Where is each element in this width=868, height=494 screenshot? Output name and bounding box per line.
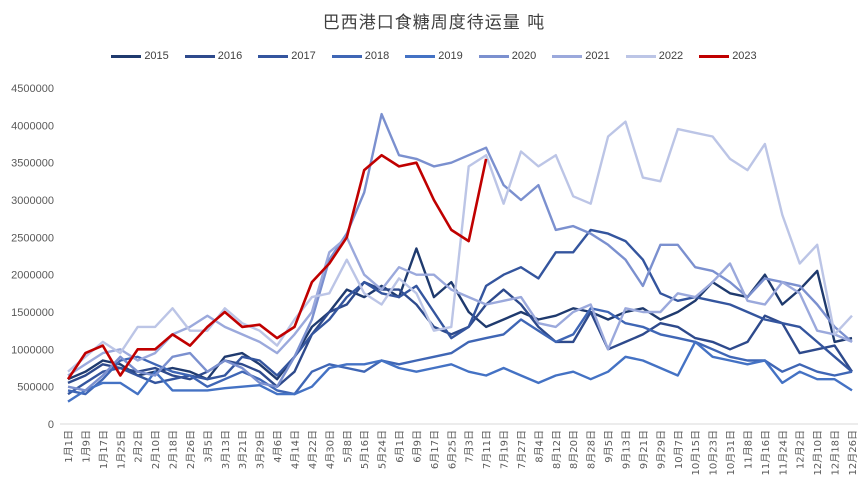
x-tick-label: 12月2日 <box>795 430 807 469</box>
x-tick-label: 2月2日 <box>133 430 145 463</box>
y-tick-label: 0 <box>48 419 54 431</box>
x-tick-label: 2月18日 <box>168 430 180 469</box>
x-tick-label: 6月1日 <box>394 430 406 463</box>
x-tick-label: 10月7日 <box>673 430 685 469</box>
legend-label: 2022 <box>658 50 684 62</box>
x-tick-label: 11月16日 <box>760 430 772 475</box>
series-line-2021 <box>67 236 853 377</box>
legend-swatch <box>478 54 509 58</box>
y-tick-label: 3500000 <box>11 158 54 170</box>
x-tick-label: 9月5日 <box>603 430 615 463</box>
legend-swatch <box>405 54 436 58</box>
x-tick-label: 8月28日 <box>586 430 598 469</box>
series-line-2023 <box>66 153 488 380</box>
x-tick-label: 4月30日 <box>324 430 336 469</box>
legend-label: 2015 <box>144 50 169 62</box>
x-tick-label: 2月10日 <box>150 430 162 469</box>
y-tick-label: 1000000 <box>11 344 54 356</box>
x-tick-label: 5月16日 <box>359 430 371 469</box>
x-tick-label: 2月26日 <box>185 430 197 469</box>
legend: 2015 2016 2017 2018 2019 2020 2021 2022 2023 <box>0 50 868 62</box>
legend-item-2017: 2017 <box>258 50 316 62</box>
x-tick-label: 4月22日 <box>307 430 319 469</box>
legend-item-2021: 2021 <box>552 50 610 62</box>
y-tick-label: 4500000 <box>11 83 54 95</box>
x-tick-label: 10月23日 <box>708 430 720 475</box>
x-tick-label: 9月21日 <box>638 430 650 469</box>
x-tick-label: 11月24日 <box>777 430 789 475</box>
legend-item-2023: 2023 <box>699 50 757 62</box>
y-tick-label: 3000000 <box>11 195 54 207</box>
legend-label: 2021 <box>585 50 610 62</box>
x-tick-label: 7月27日 <box>516 430 528 469</box>
legend-swatch <box>111 54 142 58</box>
legend-label: 2019 <box>438 50 463 62</box>
legend-label: 2017 <box>291 50 316 62</box>
legend-item-2022: 2022 <box>625 50 684 62</box>
x-tick-label: 8月20日 <box>568 430 580 469</box>
legend-swatch <box>331 54 362 58</box>
x-tick-label: 6月25日 <box>446 430 458 469</box>
x-tick-label: 3月29日 <box>255 430 267 469</box>
series-line-2017 <box>67 228 853 396</box>
x-tick-label: 7月19日 <box>499 430 511 469</box>
x-tick-label: 7月11日 <box>481 430 493 469</box>
legend-swatch <box>625 54 656 58</box>
series-line-2019 <box>67 340 853 403</box>
legend-label: 2016 <box>217 50 243 62</box>
legend-swatch <box>184 54 215 58</box>
x-tick-label: 11月8日 <box>742 430 754 469</box>
series-line-2016 <box>67 280 853 388</box>
x-tick-label: 5月8日 <box>342 430 354 463</box>
x-tick-label: 10月15日 <box>690 430 702 475</box>
x-tick-label: 1月25日 <box>115 430 127 469</box>
y-tick-label: 500000 <box>17 382 54 394</box>
x-tick-label: 12月10日 <box>812 430 824 475</box>
x-tick-label: 1月17日 <box>98 430 110 469</box>
x-tick-label: 10月31日 <box>725 430 737 475</box>
x-tick-label: 6月9日 <box>411 430 423 463</box>
x-tick-label: 8月12日 <box>551 430 563 469</box>
x-tick-label: 4月14日 <box>289 430 301 469</box>
x-tick-label: 3月13日 <box>220 430 232 469</box>
y-tick-label: 4000000 <box>11 120 54 132</box>
series-line-2018 <box>67 307 853 396</box>
series-line-2022 <box>67 120 853 373</box>
series-line-2020 <box>67 112 853 392</box>
legend-label: 2018 <box>364 50 390 62</box>
x-tick-label: 3月5日 <box>202 430 214 463</box>
x-tick-label: 4月6日 <box>272 430 284 463</box>
x-tick-label: 12月26日 <box>847 430 859 475</box>
legend-item-2016: 2016 <box>184 50 243 62</box>
x-tick-label: 9月29日 <box>655 430 667 469</box>
legend-item-2020: 2020 <box>478 50 537 62</box>
x-tick-label: 7月3日 <box>464 430 476 463</box>
series-line-2015 <box>67 247 853 381</box>
legend-swatch <box>258 54 289 58</box>
chart-title: 巴西港口食糖周度待运量 吨 <box>322 13 546 33</box>
y-tick-label: 2000000 <box>11 270 54 282</box>
legend-item-2019: 2019 <box>405 50 463 62</box>
legend-item-2015: 2015 <box>111 50 169 62</box>
x-tick-label: 6月17日 <box>429 430 441 469</box>
x-tick-label: 8月4日 <box>533 430 545 463</box>
legend-swatch <box>552 54 583 58</box>
legend-item-2018: 2018 <box>331 50 390 62</box>
x-tick-label: 9月13日 <box>621 430 633 469</box>
x-tick-label: 1月9日 <box>80 430 92 463</box>
x-tick-label: 5月24日 <box>377 430 389 469</box>
legend-label: 2023 <box>732 50 757 62</box>
y-tick-label: 1500000 <box>11 307 54 319</box>
y-tick-label: 2500000 <box>11 232 54 244</box>
legend-label: 2020 <box>511 50 537 62</box>
x-tick-label: 1月1日 <box>63 430 75 463</box>
x-tick-label: 12月18日 <box>830 430 842 475</box>
x-tick-label: 3月21日 <box>237 430 249 469</box>
legend-swatch <box>699 54 730 58</box>
